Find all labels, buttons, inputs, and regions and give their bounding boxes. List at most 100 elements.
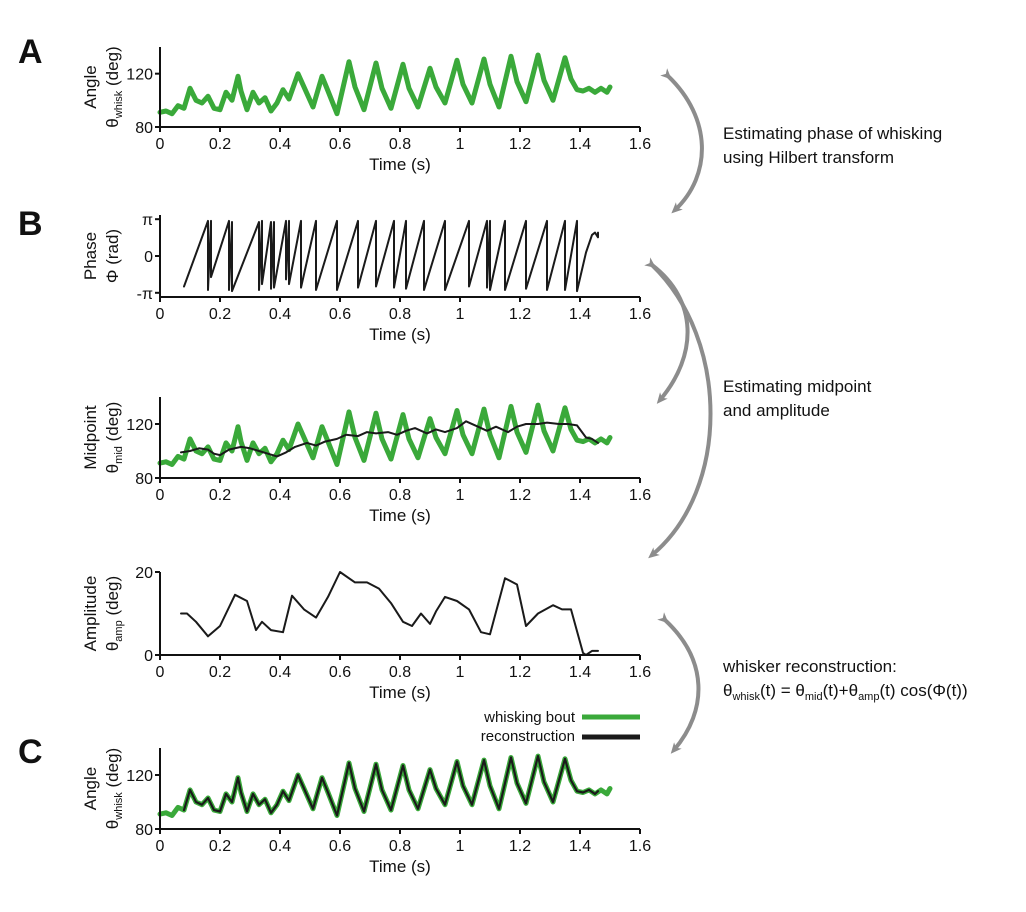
chart-phase-x-tick-label: 0 xyxy=(156,306,165,323)
chart-amplitude-x-tick-label: 0 xyxy=(156,664,165,681)
formula-theta-whisk: θ xyxy=(723,681,732,700)
chart-reconstruction-x-tick-label: 0.6 xyxy=(329,838,351,855)
panel-letter-a: A xyxy=(18,33,43,71)
formula-theta-amp: θ xyxy=(849,681,858,700)
arrow-to-reconstruction xyxy=(657,612,701,754)
legend: whisking bout reconstruction xyxy=(481,709,640,745)
chart-angle-series-whisking xyxy=(157,52,613,117)
chart-phase-y-axis-label-line1: Phase xyxy=(81,232,100,280)
chart-midpoint-series-reconstruction xyxy=(180,420,599,458)
chart-midpoint-series-whisking xyxy=(157,402,613,467)
formula-sub-amp: amp xyxy=(858,691,879,703)
chart-amplitude-x-tick-label: 0.4 xyxy=(269,664,291,681)
chart-phase-y-tick-label: 0 xyxy=(144,249,153,266)
chart-phase-x-tick-label: 0.8 xyxy=(389,306,411,323)
annotation-reconstruction-formula: θwhisk(t) = θmid(t)+θamp(t) cos(Φ(t)) xyxy=(723,681,968,703)
chart-angle-x-tick-label: 0.2 xyxy=(209,136,231,153)
chart-amplitude-x-tick-label: 1.4 xyxy=(569,664,591,681)
formula-t-plus: (t)+ xyxy=(823,681,849,700)
chart-phase-series-phase xyxy=(183,219,599,293)
chart-amplitude-y-axis-label-line2: θamp (deg) xyxy=(103,576,125,651)
panel-letter-b: B xyxy=(18,205,43,243)
midpoint-chart: 0 0.2 0.4 0.6 0.8 1 1.2 1.4 1.6 80 120 Time (s) Midp… xyxy=(81,397,651,525)
chart-angle-x-tick-label: 1.6 xyxy=(629,136,651,153)
chart-midpoint-x-tick-label: 0.4 xyxy=(269,487,291,504)
chart-reconstruction-x-tick-label: 1.4 xyxy=(569,838,591,855)
chart-phase-x-tick-label: 1.4 xyxy=(569,306,591,323)
chart-midpoint-x-tick-label: 0.8 xyxy=(389,487,411,504)
chart-midpoint-x-tick-label: 1.6 xyxy=(629,487,651,504)
annotation-midpoint-line2: and amplitude xyxy=(723,401,830,420)
chart-reconstruction-series-reconstruction xyxy=(182,754,600,817)
chart-phase-y-tick-label: -π xyxy=(137,286,153,303)
chart-midpoint-y-tick-label: 80 xyxy=(135,471,153,488)
chart-reconstruction-series-whisking xyxy=(157,753,613,818)
chart-angle-x-axis-label: Time (s) xyxy=(369,155,431,174)
chart-angle-x-tick-label: 0.8 xyxy=(389,136,411,153)
chart-reconstruction-y-tick-label: 120 xyxy=(126,768,153,785)
panel-letter-c: C xyxy=(18,733,43,771)
chart-angle-x-tick-label: 1.4 xyxy=(569,136,591,153)
chart-reconstruction-y-axis-label-line2: θwhisk (deg) xyxy=(103,748,125,829)
chart-amplitude-y-tick-label: 20 xyxy=(135,565,153,582)
chart-angle-x-tick-label: 0 xyxy=(156,136,165,153)
arrow-angle-to-phase xyxy=(660,68,704,214)
chart-reconstruction-x-tick-label: 1.2 xyxy=(509,838,531,855)
chart-reconstruction-x-tick-label: 1 xyxy=(456,838,465,855)
chart-angle-y-tick-label: 120 xyxy=(126,67,153,84)
chart-amplitude-x-axis-label: Time (s) xyxy=(369,683,431,702)
chart-midpoint-y-tick-label: 120 xyxy=(126,417,153,434)
flow-arrows xyxy=(644,68,713,754)
chart-amplitude-x-tick-label: 0.6 xyxy=(329,664,351,681)
chart-amplitude-x-tick-label: 0.2 xyxy=(209,664,231,681)
annotation-reconstruction-title: whisker reconstruction: xyxy=(722,657,897,676)
legend-label-whisking: whisking bout xyxy=(483,709,576,726)
chart-reconstruction-y-axis-label-line1: Angle xyxy=(81,767,100,810)
chart-phase-x-tick-label: 0.4 xyxy=(269,306,291,323)
chart-reconstruction-x-tick-label: 1.6 xyxy=(629,838,651,855)
chart-midpoint-x-tick-label: 0.2 xyxy=(209,487,231,504)
chart-phase-x-tick-label: 0.2 xyxy=(209,306,231,323)
chart-amplitude-x-tick-label: 1.6 xyxy=(629,664,651,681)
chart-reconstruction-x-axis-label: Time (s) xyxy=(369,857,431,876)
chart-reconstruction-x-tick-label: 0.8 xyxy=(389,838,411,855)
formula-theta-mid: θ xyxy=(795,681,804,700)
chart-phase-x-tick-label: 1 xyxy=(456,306,465,323)
chart-phase-y-tick-label: π xyxy=(142,212,153,229)
angle-chart: 0 0.2 0.4 0.6 0.8 1 1.2 1.4 1.6 80 120 Time (s) Angl… xyxy=(81,46,651,174)
chart-midpoint-y-axis-label-line2: θmid (deg) xyxy=(103,402,125,474)
formula-sub-mid: mid xyxy=(805,691,823,703)
chart-phase-x-tick-label: 1.6 xyxy=(629,306,651,323)
annotation-phase-line1: Estimating phase of whisking xyxy=(723,124,942,143)
chart-amplitude-y-axis-label-line1: Amplitude xyxy=(81,576,100,652)
chart-angle-y-tick-label: 80 xyxy=(135,120,153,137)
chart-angle-y-axis-label-line2: θwhisk (deg) xyxy=(103,46,125,127)
amplitude-chart: 0 0.2 0.4 0.6 0.8 1 1.2 1.4 1.6 0 20 Time (s) Amplit… xyxy=(81,565,651,702)
chart-angle-x-tick-label: 0.4 xyxy=(269,136,291,153)
chart-reconstruction-x-tick-label: 0 xyxy=(156,838,165,855)
chart-angle-x-tick-label: 1.2 xyxy=(509,136,531,153)
chart-midpoint-x-tick-label: 0.6 xyxy=(329,487,351,504)
annotation-midpoint-line1: Estimating midpoint xyxy=(723,377,872,396)
chart-phase-x-tick-label: 0.6 xyxy=(329,306,351,323)
chart-phase-x-tick-label: 1.2 xyxy=(509,306,531,323)
chart-reconstruction-x-tick-label: 0.4 xyxy=(269,838,291,855)
chart-amplitude-x-tick-label: 1 xyxy=(456,664,465,681)
chart-angle-x-tick-label: 1 xyxy=(456,136,465,153)
reconstruction-chart: 0 0.2 0.4 0.6 0.8 1 1.2 1.4 1.6 80 120 Time (s) Angl… xyxy=(81,748,651,876)
chart-midpoint-x-tick-label: 0 xyxy=(156,487,165,504)
chart-reconstruction-y-tick-label: 80 xyxy=(135,822,153,839)
chart-midpoint-y-axis-label-line1: Midpoint xyxy=(81,405,100,470)
formula-t-eq: (t) = xyxy=(760,681,795,700)
formula-t-cos: (t) cos(Φ(t)) xyxy=(879,681,967,700)
chart-midpoint-x-tick-label: 1.4 xyxy=(569,487,591,504)
chart-phase-y-axis-label-line2: Φ (rad) xyxy=(103,229,122,283)
annotation-phase-line2: using Hilbert transform xyxy=(723,148,894,167)
chart-amplitude-x-tick-label: 0.8 xyxy=(389,664,411,681)
arrow-phase-to-amplitude xyxy=(648,263,713,559)
legend-label-reconstruction: reconstruction xyxy=(481,728,575,745)
chart-angle-x-tick-label: 0.6 xyxy=(329,136,351,153)
chart-phase-x-axis-label: Time (s) xyxy=(369,325,431,344)
